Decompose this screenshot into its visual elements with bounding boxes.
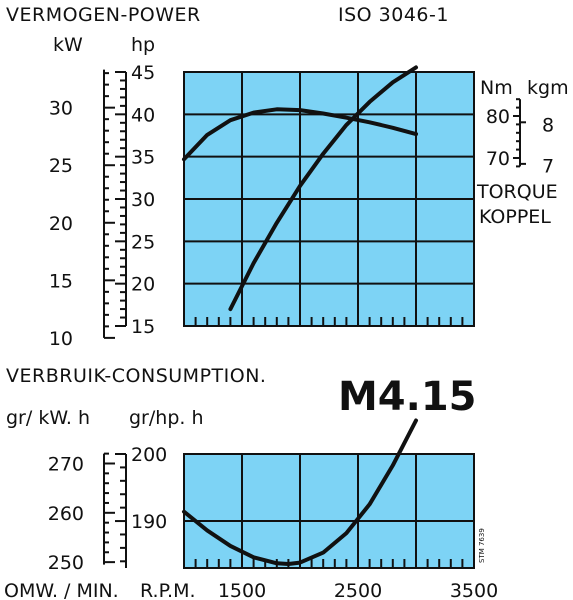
nm-tick-label: 80 <box>486 106 510 128</box>
hp-tick-label: 15 <box>131 316 155 338</box>
hp-tick-label: 20 <box>131 274 155 296</box>
kgm-tick-label: 8 <box>542 114 554 136</box>
hp-tick-label: 25 <box>131 231 155 253</box>
consumption-title: VERBRUIK-CONSUMPTION. <box>6 365 266 387</box>
x-axis-label: OMW. / MIN. <box>4 580 119 600</box>
koppel-label: KOPPEL <box>479 206 551 228</box>
rpm-tick-label: 3500 <box>450 580 498 600</box>
power-curve <box>228 65 418 312</box>
nm-tick-label: 70 <box>486 148 510 170</box>
kwh-tick-label: 250 <box>48 552 84 574</box>
x-axis-unit: R.P.M. <box>140 580 196 600</box>
hp-tick-label: 35 <box>131 147 155 169</box>
kwh-tick-label: 260 <box>48 503 84 525</box>
consumption-unit-hph: gr/hp. h <box>129 407 204 429</box>
consumption-plot-area <box>183 453 475 569</box>
kgm-tick-label: 7 <box>542 156 554 178</box>
kw-tick-label: 15 <box>49 270 73 292</box>
kw-tick-label: 25 <box>49 155 73 177</box>
hp-tick-label: 40 <box>131 104 155 126</box>
kw-tick-label: 10 <box>49 328 73 350</box>
hph-tick-label: 200 <box>131 444 167 466</box>
power-axes: 15 20 25 30 35 40 45 10 15 20 25 30 70 80 7 8 <box>49 62 554 350</box>
rpm-tick-label: 1500 <box>218 580 266 600</box>
consumption-curve <box>182 418 418 566</box>
torque-curve <box>182 107 418 162</box>
kw-tick-label: 20 <box>49 213 73 235</box>
torque-unit-nm: Nm <box>480 77 513 99</box>
consumption-axes: 190 200 250 260 270 1500 2500 3500 <box>48 444 498 600</box>
kw-tick-label: 30 <box>49 98 73 120</box>
model-name: M4.15 <box>338 374 477 420</box>
power-unit-kw: kW <box>53 34 83 56</box>
drawing-stamp: STM 7639 <box>478 528 486 563</box>
power-unit-hp: hp <box>131 34 155 56</box>
consumption-panel: 190 200 250 260 270 1500 2500 3500 <box>48 418 498 600</box>
consumption-unit-kwh: gr/ kW. h <box>6 407 90 429</box>
kwh-tick-label: 270 <box>48 453 84 475</box>
torque-unit-kgm: kgm <box>527 77 569 99</box>
power-title: VERMOGEN-POWER <box>6 4 201 26</box>
power-panel: 15 20 25 30 35 40 45 10 15 20 25 30 70 80 7 8 <box>49 62 554 350</box>
hp-tick-label: 30 <box>131 189 155 211</box>
torque-label: TORQUE <box>476 181 558 203</box>
rpm-tick-label: 2500 <box>334 580 382 600</box>
hph-tick-label: 190 <box>131 511 167 533</box>
hp-tick-label: 45 <box>131 62 155 84</box>
iso-standard: ISO 3046-1 <box>338 4 449 26</box>
